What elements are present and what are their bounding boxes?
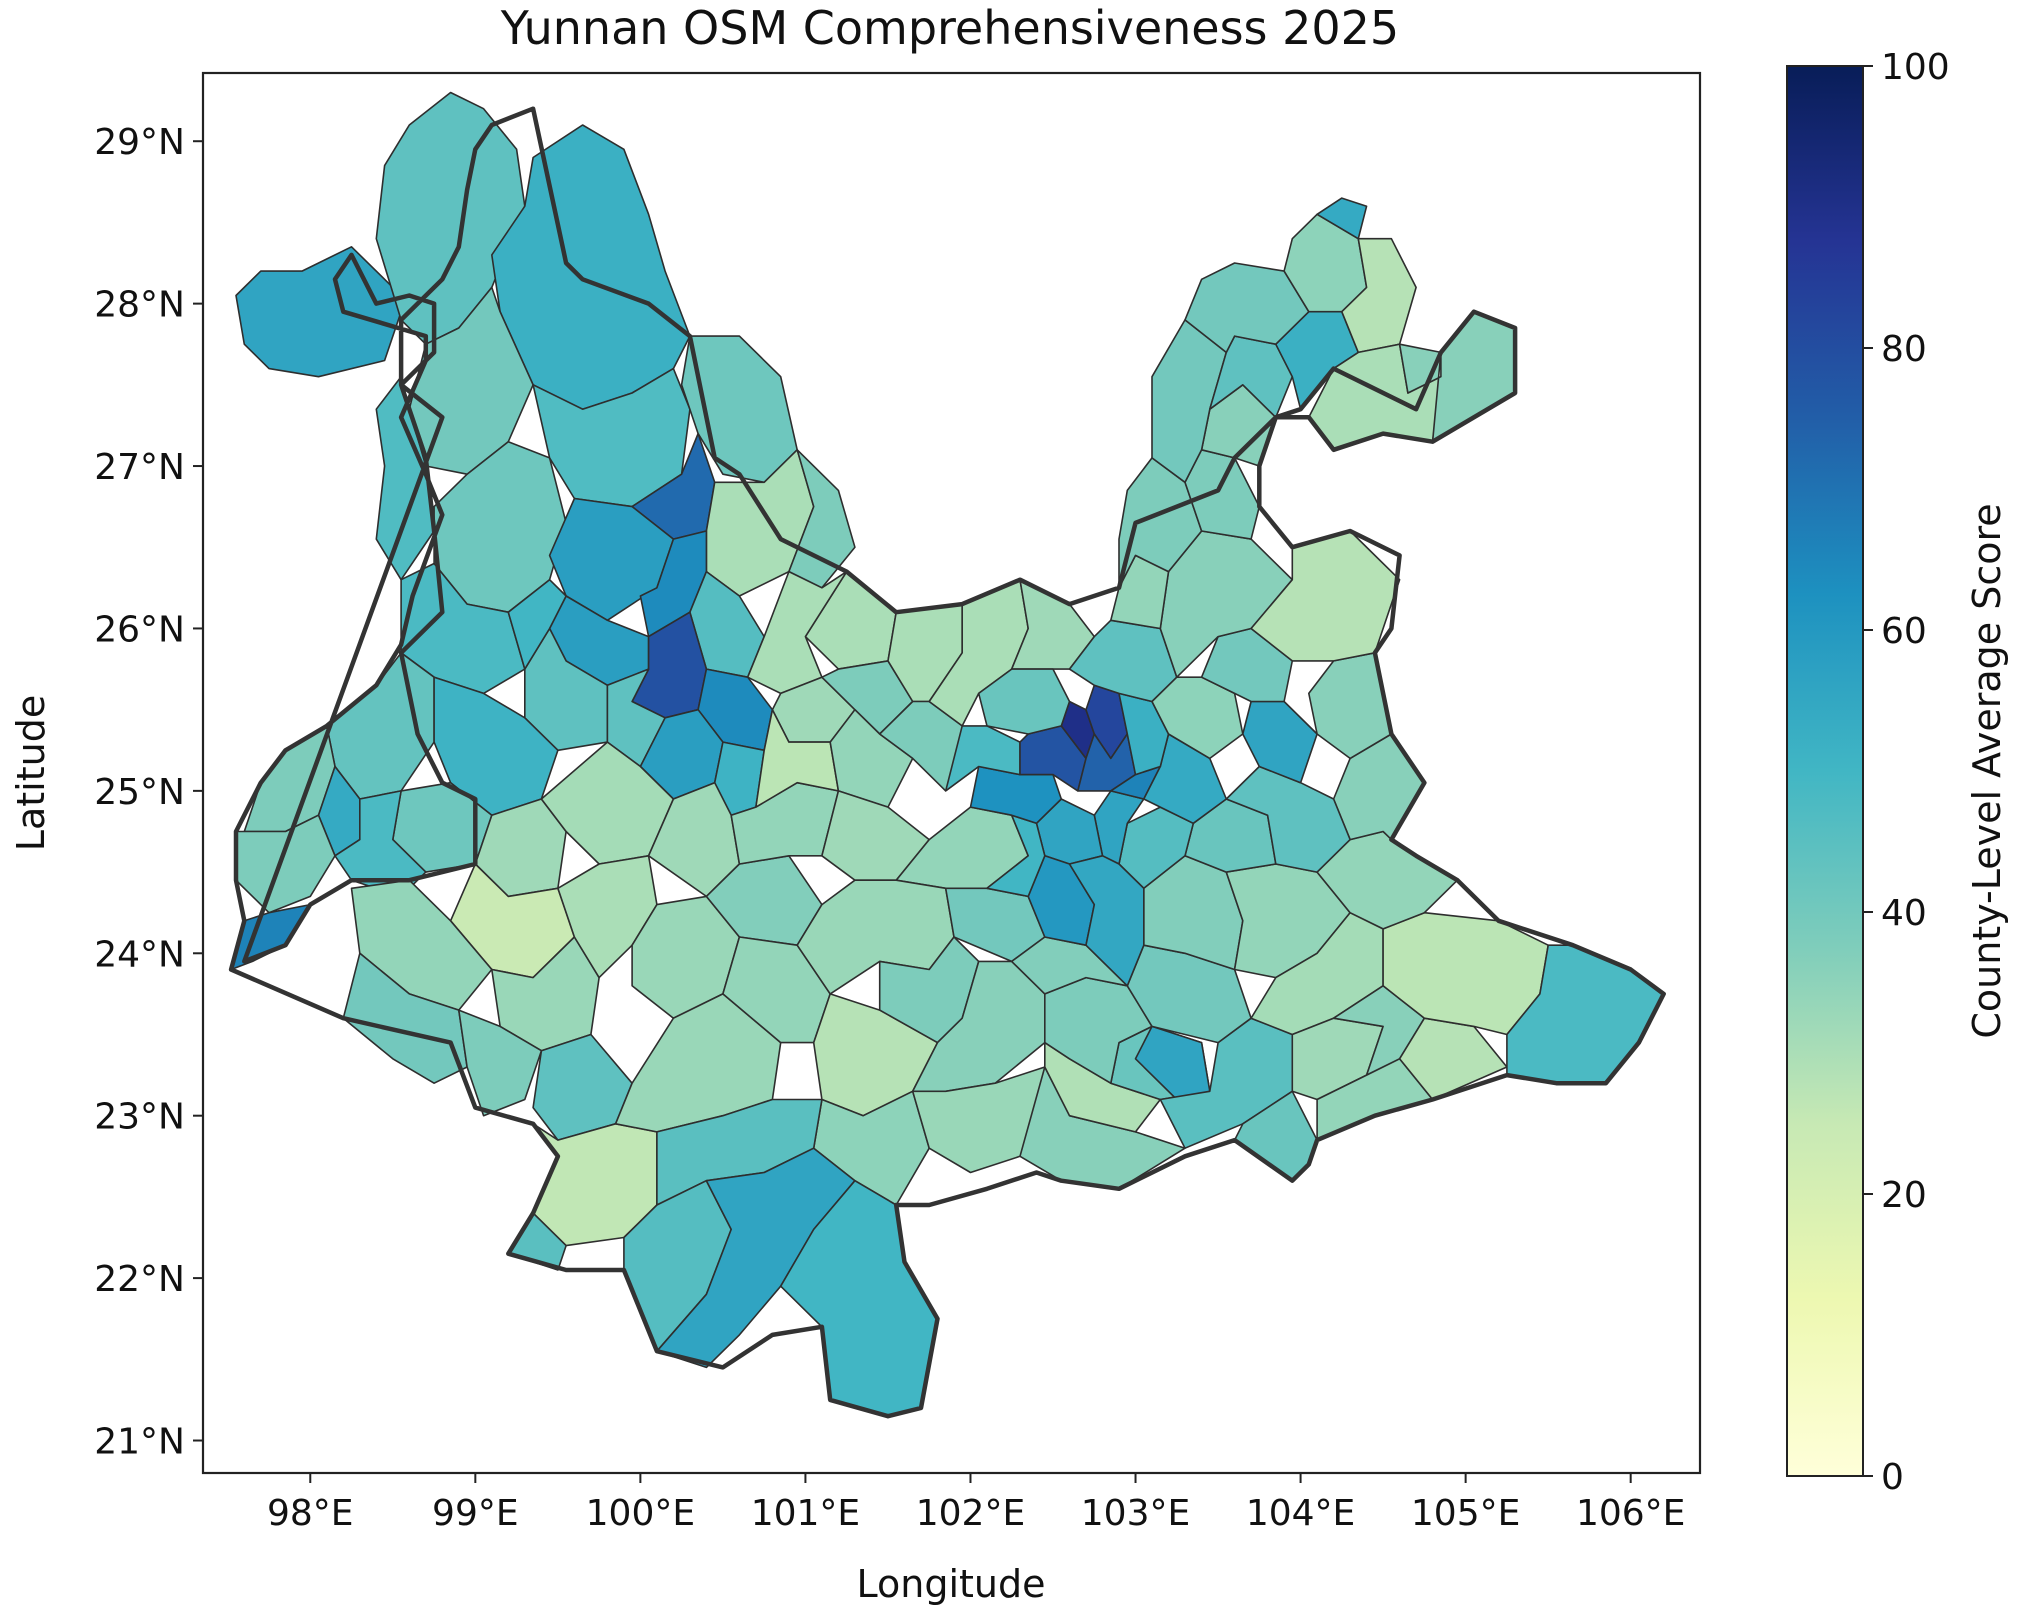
county-fumin: Fumin: [977, 668, 1071, 735]
county-dayao: Dayao: [746, 570, 848, 695]
county-yulong: Yulong: [532, 367, 691, 508]
colorbar-tick-label: 80: [1881, 329, 1927, 370]
county-cangyuan: Cangyuan: [457, 1009, 543, 1117]
county-xuanwei: Xuanwei: [1250, 530, 1401, 662]
x-tick-label: 100°E: [586, 1493, 695, 1534]
colorbar-axis: 0 20 40 60 80 100: [1863, 47, 1950, 1498]
x-axis-label: Longitude: [857, 1562, 1046, 1606]
county-weixin: Weixin: [1341, 237, 1417, 354]
y-tick-label: 24°N: [94, 934, 185, 975]
county-yongping: Yongping: [523, 627, 609, 752]
y-tick-label: 26°N: [94, 609, 185, 650]
x-tick-label: 105°E: [1411, 1493, 1520, 1534]
county-xichou: Xichou: [1398, 1017, 1508, 1101]
colorbar-tick-label: 20: [1881, 1175, 1927, 1216]
map-title: Yunnan OSM Comprehensiveness 2025: [500, 1, 1399, 55]
x-axis: 98°E 99°E 100°E 101°E 102°E 103°E 104°E 105°E 10…: [267, 1473, 1685, 1534]
y-axis: 21°N 22°N 23°N 24°N 25°N 26°N 27°N 28°N 29°N: [94, 122, 203, 1463]
y-tick-label: 28°N: [94, 285, 185, 326]
y-tick-label: 29°N: [94, 122, 185, 163]
county-gengma: Gengma: [342, 952, 468, 1084]
county-longchuan: Longchuan: [235, 814, 336, 914]
county-jianchuan: Jianchuan: [548, 497, 675, 622]
county-lanping-s: Lanping-S: [507, 578, 567, 670]
county-jinghong: Jinghong: [656, 1147, 856, 1369]
county-layer: GongshanDeqinShangri-LaWeixiFugongLanpin…: [230, 91, 1665, 1417]
colorbar-tick-label: 60: [1881, 611, 1927, 652]
y-tick-label: 21°N: [94, 1422, 185, 1463]
colorbar-label: County-Level Average Score: [1965, 503, 2009, 1038]
plot-frame: [201, 71, 1702, 1475]
x-tick-label: 103°E: [1081, 1493, 1190, 1534]
colorbar: [1786, 65, 1864, 1477]
county-gongshan: Gongshan: [235, 246, 402, 378]
y-tick-label: 22°N: [94, 1259, 185, 1300]
county-huaning: Huaning: [1068, 854, 1145, 987]
county-shuifu-n: Shuifu-N: [1316, 197, 1368, 240]
y-tick-label: 25°N: [94, 772, 185, 813]
x-tick-label: 99°E: [432, 1493, 519, 1534]
x-tick-label: 98°E: [267, 1493, 354, 1534]
province-outline: [228, 106, 1666, 1419]
colorbar-tick-label: 0: [1881, 1457, 1904, 1498]
county-qilin: Qilin: [1242, 700, 1318, 784]
y-tick-label: 23°N: [94, 1097, 185, 1138]
colorbar-tick-label: 40: [1881, 893, 1927, 934]
y-axis-label: Latitude: [9, 695, 53, 851]
y-tick-label: 27°N: [94, 447, 185, 488]
x-tick-label: 104°E: [1246, 1493, 1355, 1534]
colorbar-tick-label: 100: [1881, 47, 1950, 88]
x-tick-label: 106°E: [1576, 1493, 1685, 1534]
x-tick-label: 101°E: [751, 1493, 860, 1534]
x-tick-label: 102°E: [916, 1493, 1025, 1534]
